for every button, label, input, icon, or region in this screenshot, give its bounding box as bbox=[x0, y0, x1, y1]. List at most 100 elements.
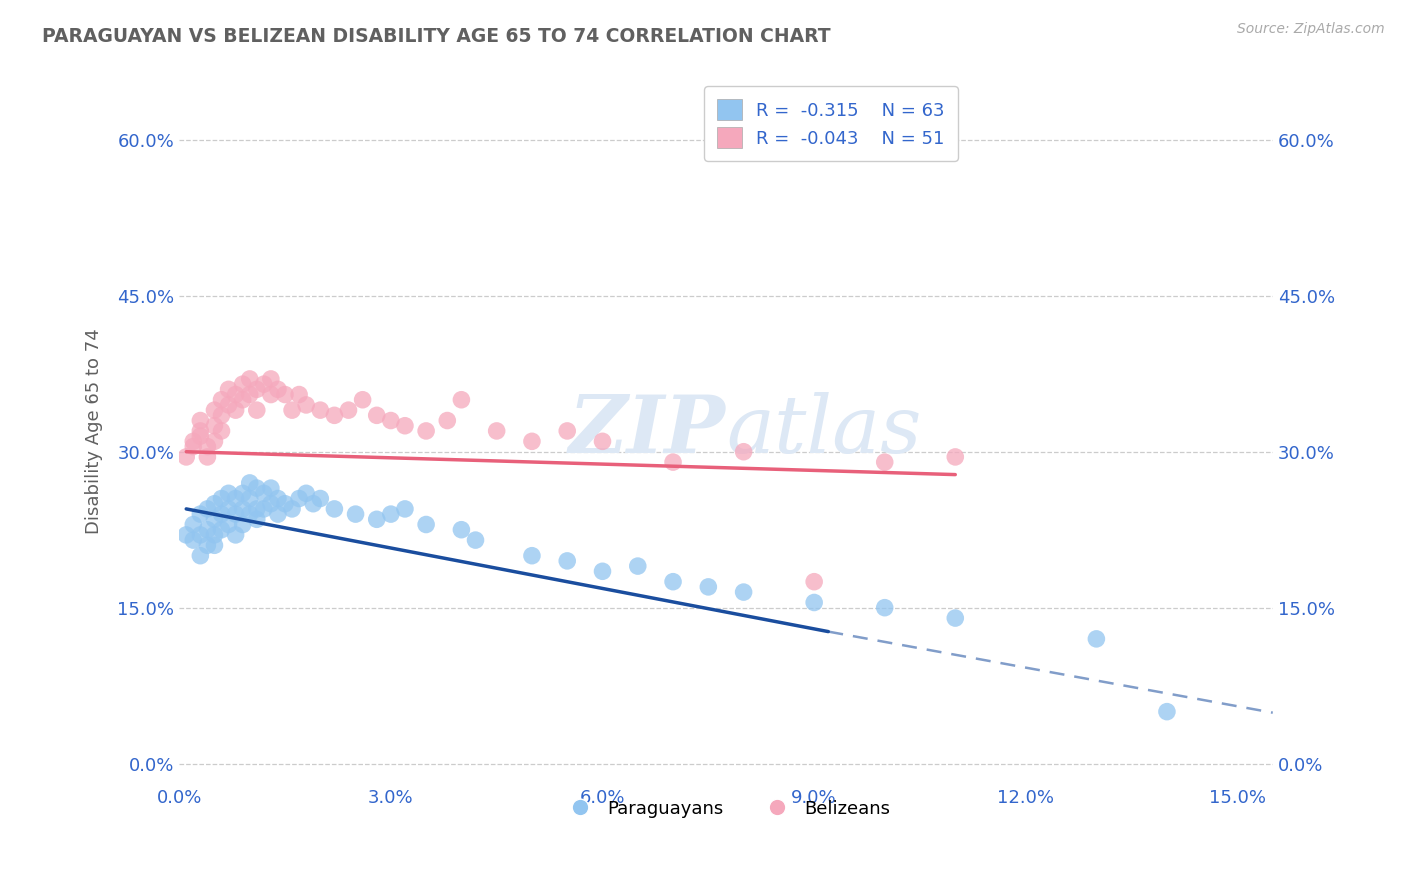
Point bbox=[225, 507, 247, 521]
Point bbox=[267, 507, 290, 521]
Point bbox=[246, 502, 269, 516]
Point bbox=[662, 574, 685, 589]
Point bbox=[592, 434, 614, 449]
Point bbox=[803, 595, 825, 609]
Point bbox=[197, 440, 219, 454]
Point bbox=[295, 398, 318, 412]
Point bbox=[288, 491, 311, 506]
Point bbox=[281, 502, 304, 516]
Point bbox=[211, 507, 233, 521]
Point bbox=[188, 549, 211, 563]
Point bbox=[239, 475, 262, 490]
Point bbox=[450, 392, 472, 407]
Point bbox=[218, 398, 240, 412]
Point bbox=[204, 512, 226, 526]
Point bbox=[239, 372, 262, 386]
Point bbox=[592, 564, 614, 578]
Point bbox=[1085, 632, 1108, 646]
Point bbox=[232, 502, 254, 516]
Point bbox=[204, 528, 226, 542]
Point bbox=[211, 491, 233, 506]
Point bbox=[309, 403, 332, 417]
Point bbox=[246, 403, 269, 417]
Point bbox=[627, 559, 650, 574]
Point bbox=[485, 424, 508, 438]
Point bbox=[302, 497, 325, 511]
Point bbox=[733, 444, 755, 458]
Point bbox=[267, 382, 290, 396]
Point bbox=[309, 491, 332, 506]
Point bbox=[253, 502, 276, 516]
Point bbox=[204, 403, 226, 417]
Point bbox=[218, 517, 240, 532]
Point bbox=[225, 528, 247, 542]
Point bbox=[239, 507, 262, 521]
Point bbox=[520, 549, 543, 563]
Point bbox=[380, 507, 402, 521]
Point bbox=[246, 382, 269, 396]
Point bbox=[232, 392, 254, 407]
Point bbox=[197, 450, 219, 464]
Point bbox=[697, 580, 720, 594]
Point bbox=[225, 387, 247, 401]
Point bbox=[239, 387, 262, 401]
Point bbox=[337, 403, 360, 417]
Point bbox=[803, 574, 825, 589]
Point bbox=[662, 455, 685, 469]
Point bbox=[281, 403, 304, 417]
Point bbox=[225, 491, 247, 506]
Point bbox=[232, 517, 254, 532]
Point bbox=[260, 481, 283, 495]
Point bbox=[225, 403, 247, 417]
Point bbox=[239, 491, 262, 506]
Point bbox=[197, 538, 219, 552]
Point bbox=[260, 387, 283, 401]
Point bbox=[188, 429, 211, 443]
Point bbox=[174, 528, 197, 542]
Point bbox=[181, 434, 204, 449]
Point bbox=[394, 502, 416, 516]
Point bbox=[174, 450, 197, 464]
Point bbox=[873, 455, 896, 469]
Text: PARAGUAYAN VS BELIZEAN DISABILITY AGE 65 TO 74 CORRELATION CHART: PARAGUAYAN VS BELIZEAN DISABILITY AGE 65… bbox=[42, 27, 831, 45]
Point bbox=[232, 486, 254, 500]
Point bbox=[188, 413, 211, 427]
Point bbox=[344, 507, 367, 521]
Legend: Paraguayans, Belizeans: Paraguayans, Belizeans bbox=[554, 792, 897, 825]
Point bbox=[188, 424, 211, 438]
Point bbox=[288, 387, 311, 401]
Point bbox=[733, 585, 755, 599]
Point bbox=[323, 502, 346, 516]
Text: atlas: atlas bbox=[725, 392, 921, 470]
Point bbox=[204, 418, 226, 433]
Point bbox=[366, 512, 388, 526]
Point bbox=[352, 392, 374, 407]
Point bbox=[394, 418, 416, 433]
Point bbox=[204, 497, 226, 511]
Point bbox=[218, 382, 240, 396]
Point bbox=[323, 409, 346, 423]
Point bbox=[555, 554, 578, 568]
Y-axis label: Disability Age 65 to 74: Disability Age 65 to 74 bbox=[86, 328, 103, 533]
Point bbox=[274, 387, 297, 401]
Point bbox=[366, 409, 388, 423]
Point bbox=[260, 372, 283, 386]
Point bbox=[246, 481, 269, 495]
Point bbox=[943, 450, 966, 464]
Point bbox=[218, 502, 240, 516]
Point bbox=[450, 523, 472, 537]
Point bbox=[181, 517, 204, 532]
Text: Source: ZipAtlas.com: Source: ZipAtlas.com bbox=[1237, 22, 1385, 37]
Point bbox=[267, 491, 290, 506]
Point bbox=[211, 392, 233, 407]
Point bbox=[211, 523, 233, 537]
Point bbox=[188, 528, 211, 542]
Point bbox=[436, 413, 458, 427]
Point bbox=[295, 486, 318, 500]
Point bbox=[260, 497, 283, 511]
Point bbox=[274, 497, 297, 511]
Point bbox=[1156, 705, 1178, 719]
Point bbox=[380, 413, 402, 427]
Point bbox=[253, 377, 276, 392]
Point bbox=[188, 507, 211, 521]
